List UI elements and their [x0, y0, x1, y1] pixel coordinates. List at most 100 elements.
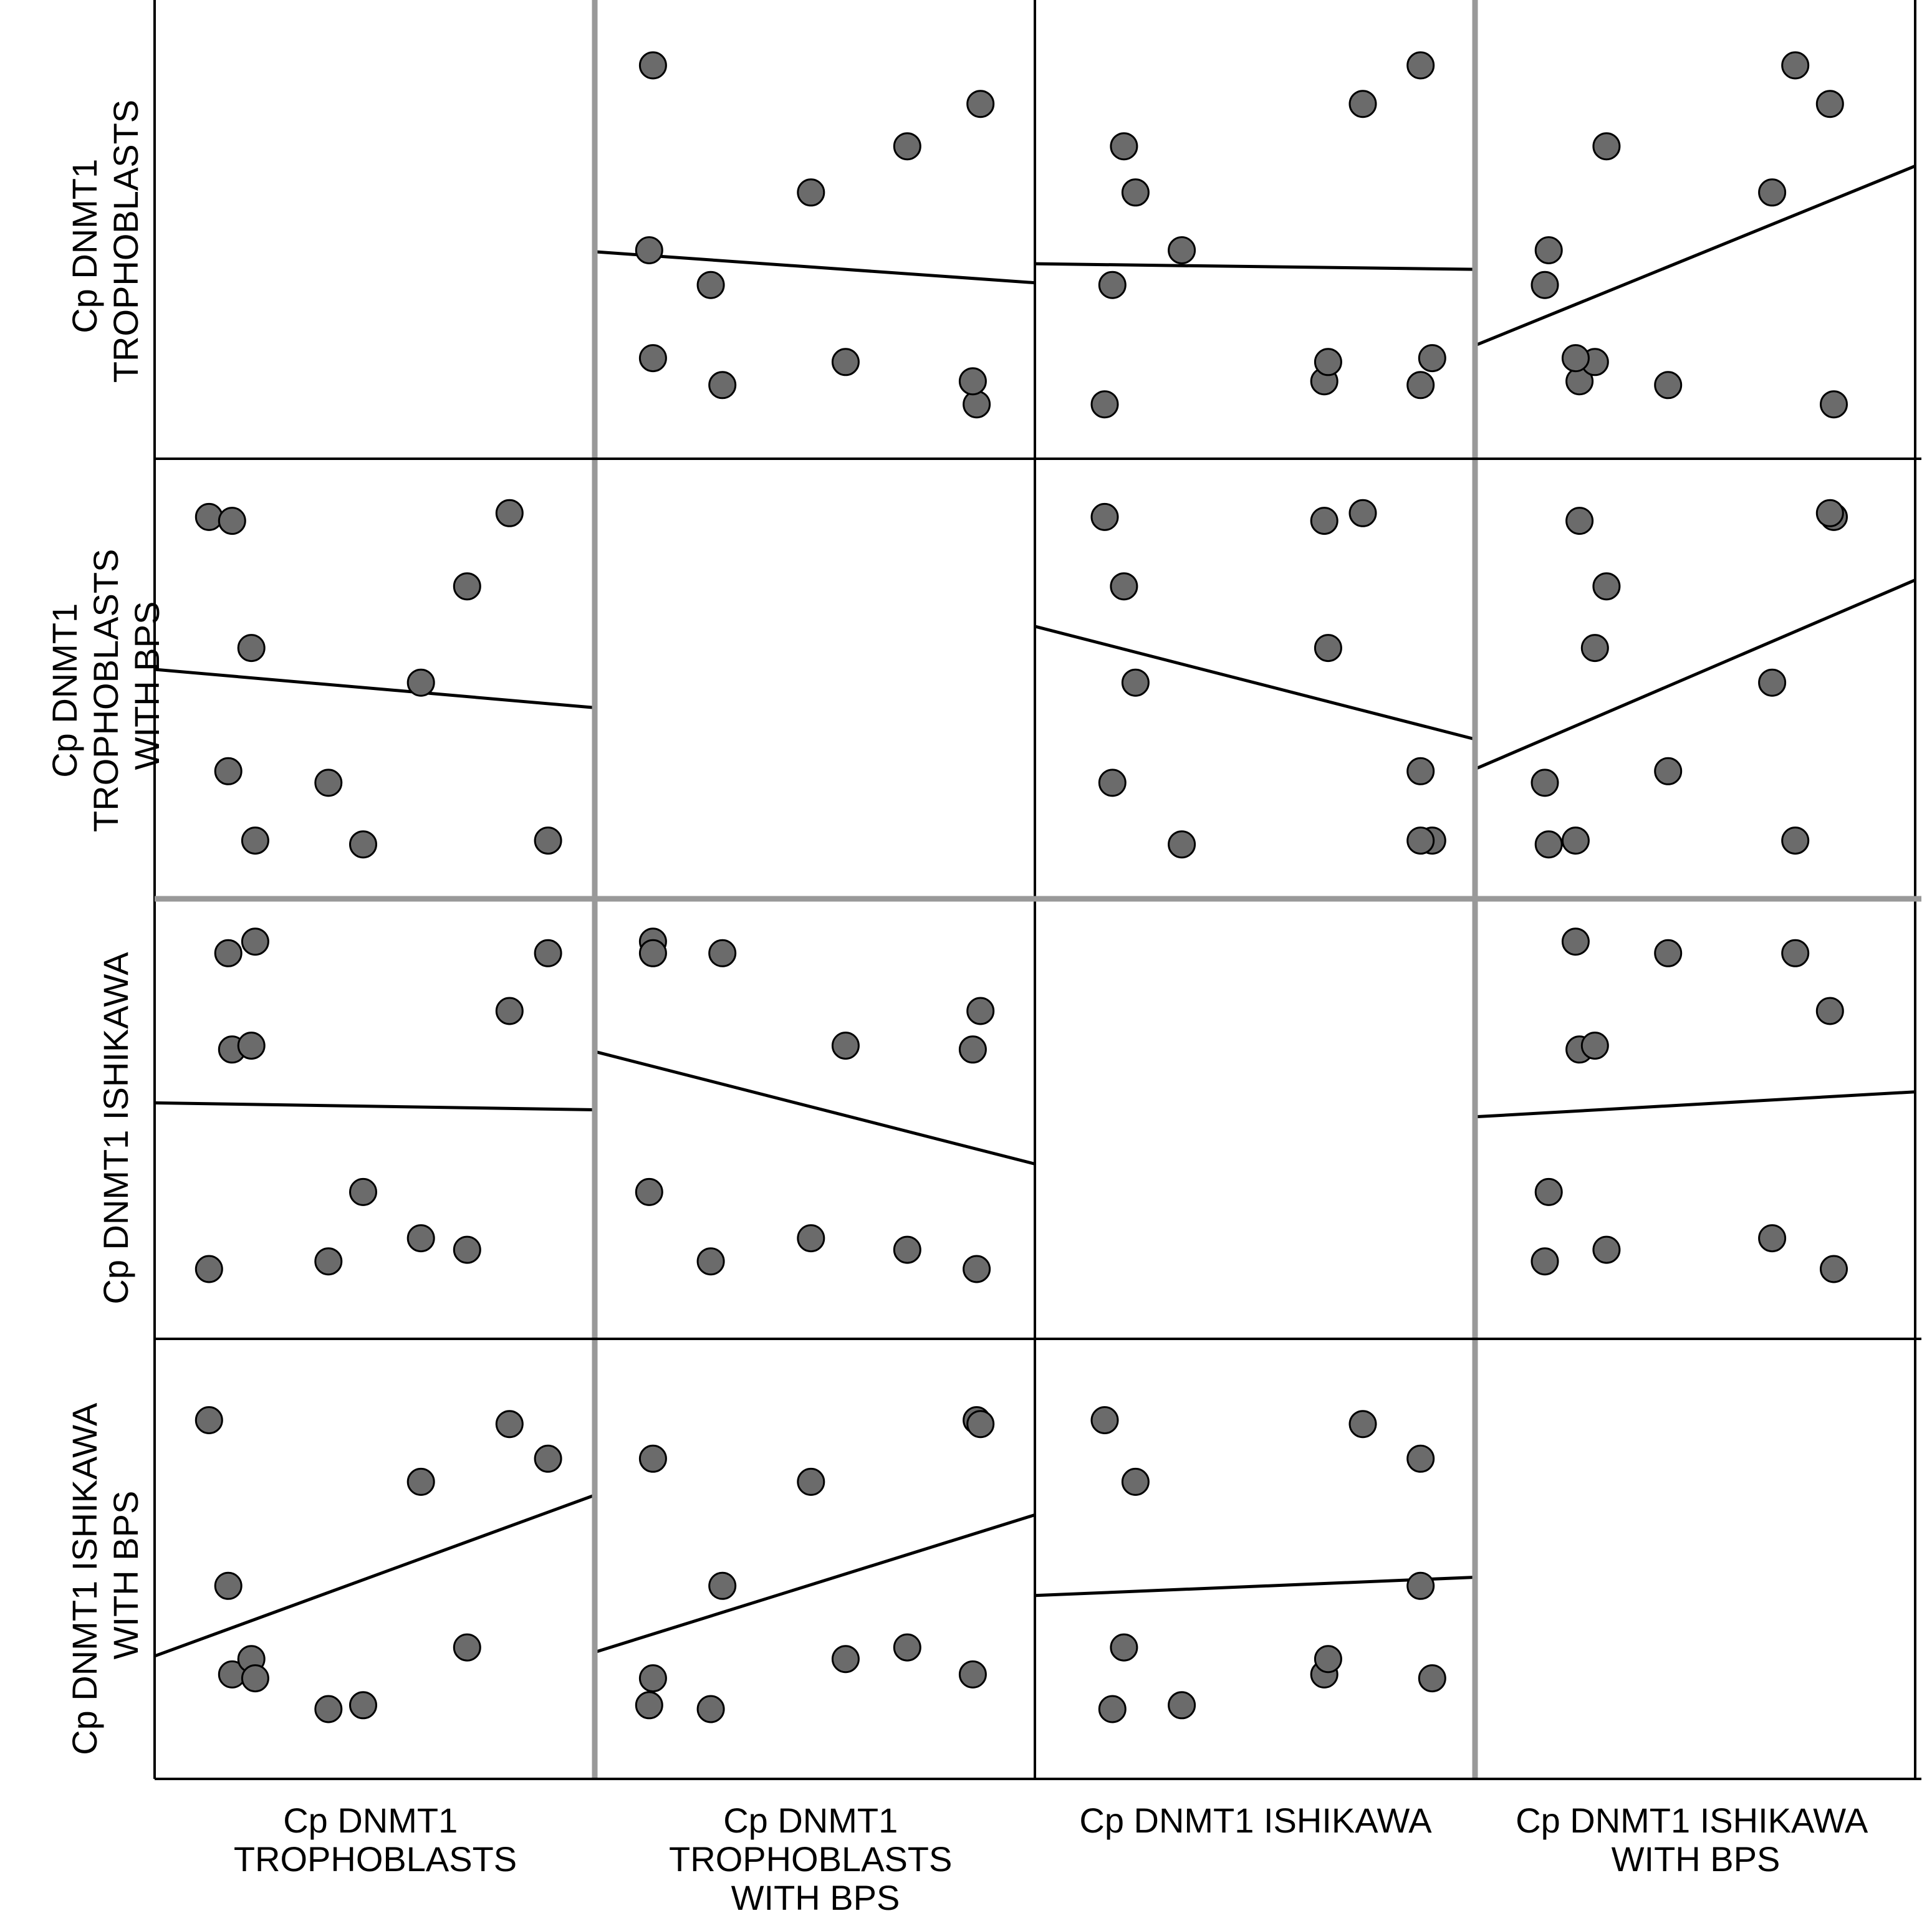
data-point [1534, 1177, 1563, 1206]
data-point [638, 344, 667, 373]
data-point [958, 1660, 987, 1689]
y-axis-labels: Cp DNMT1 TROPHOBLASTS Cp DNMT1 TROPHOBLA… [45, 100, 166, 1755]
data-point [1406, 826, 1435, 855]
data-point [241, 826, 269, 855]
matrix-gridlines [153, 0, 1921, 1780]
data-point [495, 499, 524, 527]
data-point [696, 1247, 725, 1276]
data-point [1561, 927, 1590, 956]
data-point [1592, 1235, 1621, 1264]
data-point [708, 371, 737, 400]
data-point [214, 757, 243, 785]
fit-line [1034, 625, 1476, 741]
data-point [1531, 769, 1559, 797]
data-point [831, 1032, 860, 1060]
data-point [1090, 1406, 1119, 1434]
data-point [1314, 1645, 1342, 1674]
data-point [1534, 236, 1563, 264]
data-point [638, 1664, 667, 1693]
data-point [1110, 132, 1138, 161]
y-label-2: Cp DNMT1 TROPHOBLASTS WITH BPS [45, 539, 166, 832]
data-point [1310, 507, 1338, 535]
data-point [1098, 1695, 1127, 1723]
data-point [1820, 390, 1848, 419]
data-point [1781, 939, 1810, 967]
data-point [241, 927, 269, 956]
data-point [797, 178, 825, 207]
data-point [1406, 51, 1435, 80]
panel-r1-c4 [1474, 51, 1916, 419]
data-point [214, 1571, 243, 1600]
data-point [1580, 634, 1609, 663]
panel-r3-c2 [594, 927, 1036, 1283]
data-point [314, 1247, 343, 1276]
data-point [1654, 371, 1683, 400]
data-point [1121, 178, 1150, 207]
data-point [534, 939, 562, 967]
data-point [495, 997, 524, 1025]
data-point [406, 1467, 435, 1496]
data-point [1406, 757, 1435, 785]
panel-r1-c2 [594, 51, 1036, 419]
data-point [1348, 90, 1377, 118]
data-point [1098, 769, 1127, 797]
data-point [1561, 344, 1590, 373]
data-point [1090, 390, 1119, 419]
data-point [831, 348, 860, 376]
y-label-4: Cp DNMT1 ISHIKAWA WITH BPS [65, 1395, 145, 1755]
data-point [963, 390, 991, 419]
data-point [237, 634, 266, 663]
data-point [696, 1695, 725, 1723]
data-point [893, 1633, 921, 1662]
panel-r1-c3 [1034, 51, 1476, 419]
y-label-1: Cp DNMT1 TROPHOBLASTS [65, 100, 145, 383]
data-point [831, 1645, 860, 1674]
data-point [1418, 344, 1446, 373]
data-point [638, 939, 667, 967]
data-point [406, 1224, 435, 1253]
data-point [893, 1235, 921, 1264]
data-point [214, 939, 243, 967]
data-point [406, 668, 435, 697]
data-point [1758, 1224, 1787, 1253]
data-point [1406, 1444, 1435, 1473]
data-point [1168, 830, 1196, 859]
data-point [1531, 1247, 1559, 1276]
fit-line [594, 1513, 1036, 1654]
data-point [1815, 997, 1844, 1025]
data-point [453, 1633, 481, 1662]
data-point [237, 1032, 266, 1060]
data-point [1418, 1664, 1446, 1693]
data-point [1406, 371, 1435, 400]
fit-line [594, 1050, 1036, 1166]
panel-r3-c4 [1474, 927, 1916, 1283]
data-point [635, 236, 663, 264]
fit-line [594, 250, 1036, 285]
panel-r2-c1 [154, 499, 595, 859]
panel-r2-c3 [1034, 499, 1476, 859]
data-point [495, 1410, 524, 1439]
data-point [349, 1691, 377, 1720]
data-point [1781, 826, 1810, 855]
matrix-cells [154, 51, 1916, 1723]
fit-line [1034, 1575, 1476, 1598]
data-point [1592, 132, 1621, 161]
data-point [696, 271, 725, 299]
x-label-1: Cp DNMT1 TROPHOBLASTS [234, 1801, 517, 1879]
data-point [218, 507, 246, 535]
data-point [1654, 939, 1683, 967]
fit-line [1474, 578, 1916, 771]
data-point [638, 51, 667, 80]
data-point [708, 1571, 737, 1600]
x-label-3: Cp DNMT1 ISHIKAWA [1079, 1801, 1432, 1840]
data-point [958, 1035, 987, 1064]
data-point [1781, 51, 1810, 80]
data-point [797, 1467, 825, 1496]
data-point [1110, 1633, 1138, 1662]
data-point [1110, 572, 1138, 601]
data-point [1815, 499, 1844, 527]
data-point [453, 1235, 481, 1264]
data-point [453, 572, 481, 601]
data-point [1348, 1410, 1377, 1439]
panel-r3-c1 [154, 927, 595, 1283]
